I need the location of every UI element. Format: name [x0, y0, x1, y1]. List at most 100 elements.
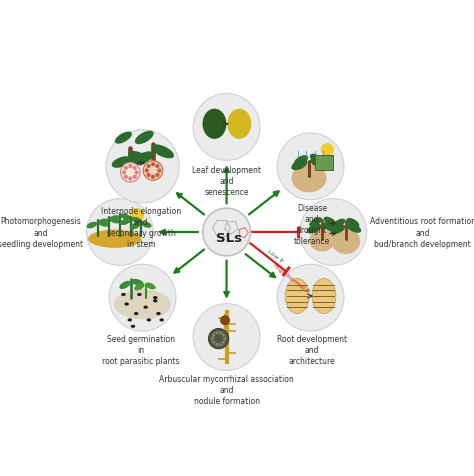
- Circle shape: [128, 165, 132, 169]
- Text: Photomorphogenesis
and
seedling development: Photomorphogenesis and seedling developm…: [0, 217, 83, 248]
- Ellipse shape: [307, 224, 321, 234]
- Ellipse shape: [128, 318, 132, 322]
- Ellipse shape: [153, 299, 157, 303]
- Ellipse shape: [115, 132, 132, 144]
- Ellipse shape: [146, 318, 151, 322]
- Text: Adventitious root formation
and
bud/branch development: Adventitious root formation and bud/bran…: [370, 217, 474, 248]
- Ellipse shape: [120, 214, 131, 221]
- Circle shape: [216, 343, 218, 346]
- Ellipse shape: [309, 218, 322, 227]
- Circle shape: [133, 167, 137, 170]
- Ellipse shape: [310, 230, 335, 252]
- Circle shape: [87, 199, 154, 266]
- Circle shape: [146, 173, 151, 178]
- Circle shape: [209, 329, 229, 349]
- Circle shape: [122, 171, 126, 175]
- Circle shape: [213, 341, 215, 344]
- Circle shape: [145, 169, 149, 173]
- Text: Low P: Low P: [266, 248, 283, 264]
- Ellipse shape: [323, 223, 337, 232]
- Circle shape: [219, 332, 222, 335]
- Text: Internode elongation
and
secondary growth
in stem: Internode elongation and secondary growt…: [101, 207, 181, 249]
- Ellipse shape: [114, 290, 171, 320]
- Ellipse shape: [134, 312, 138, 316]
- Ellipse shape: [312, 279, 336, 314]
- Ellipse shape: [310, 154, 324, 165]
- Ellipse shape: [156, 312, 161, 316]
- Circle shape: [213, 334, 215, 337]
- Ellipse shape: [131, 218, 142, 224]
- Text: SLs: SLs: [216, 231, 242, 244]
- Ellipse shape: [292, 164, 327, 193]
- Ellipse shape: [119, 281, 131, 289]
- Text: High/normal P: High/normal P: [272, 263, 310, 294]
- Circle shape: [193, 304, 260, 371]
- Ellipse shape: [120, 219, 131, 226]
- Ellipse shape: [285, 279, 309, 314]
- Ellipse shape: [131, 325, 135, 328]
- Ellipse shape: [121, 293, 126, 297]
- Ellipse shape: [330, 225, 346, 235]
- Ellipse shape: [134, 284, 145, 291]
- Ellipse shape: [137, 293, 142, 297]
- Text: Leaf development
and
senescence: Leaf development and senescence: [192, 166, 261, 197]
- Text: Seed germination
in
root parasitic plants: Seed germination in root parasitic plant…: [102, 335, 180, 366]
- Circle shape: [124, 175, 128, 179]
- Ellipse shape: [88, 230, 142, 248]
- Circle shape: [146, 165, 151, 169]
- Circle shape: [203, 208, 250, 257]
- Ellipse shape: [294, 156, 308, 166]
- Ellipse shape: [324, 217, 337, 227]
- Text: Root development
and
architecture: Root development and architecture: [277, 335, 347, 366]
- Ellipse shape: [144, 306, 148, 309]
- Circle shape: [109, 265, 176, 331]
- Circle shape: [157, 169, 161, 173]
- Ellipse shape: [228, 109, 251, 139]
- Circle shape: [222, 341, 225, 344]
- Circle shape: [128, 177, 132, 181]
- Circle shape: [277, 265, 344, 331]
- Ellipse shape: [109, 216, 119, 222]
- Circle shape: [151, 163, 155, 167]
- Ellipse shape: [202, 109, 227, 139]
- Ellipse shape: [146, 283, 155, 290]
- Circle shape: [155, 173, 160, 178]
- Ellipse shape: [98, 221, 109, 228]
- Circle shape: [320, 144, 334, 157]
- Circle shape: [300, 199, 366, 266]
- Circle shape: [120, 163, 140, 183]
- Circle shape: [222, 334, 225, 337]
- Ellipse shape: [132, 279, 144, 287]
- Circle shape: [193, 94, 260, 161]
- Circle shape: [216, 332, 218, 335]
- Circle shape: [277, 134, 344, 200]
- Ellipse shape: [332, 229, 360, 255]
- FancyBboxPatch shape: [315, 156, 333, 170]
- Ellipse shape: [346, 218, 359, 228]
- Circle shape: [223, 337, 226, 340]
- Circle shape: [211, 337, 214, 340]
- Ellipse shape: [87, 222, 97, 229]
- Ellipse shape: [128, 152, 148, 163]
- Circle shape: [124, 167, 128, 170]
- Ellipse shape: [292, 160, 308, 171]
- Text: Disease
and
drought
tolerance: Disease and drought tolerance: [294, 204, 330, 246]
- Ellipse shape: [109, 218, 120, 224]
- Text: Arbuscular mycorrhizal association
and
nodule formation: Arbuscular mycorrhizal association and n…: [159, 374, 294, 405]
- Ellipse shape: [152, 145, 174, 159]
- Ellipse shape: [332, 219, 346, 228]
- Circle shape: [151, 175, 155, 179]
- Ellipse shape: [159, 318, 164, 322]
- Ellipse shape: [112, 157, 132, 169]
- Circle shape: [106, 130, 179, 204]
- Ellipse shape: [98, 219, 109, 226]
- Ellipse shape: [141, 222, 152, 228]
- Ellipse shape: [135, 131, 154, 145]
- Circle shape: [219, 343, 222, 346]
- Circle shape: [135, 171, 139, 175]
- Ellipse shape: [153, 297, 157, 299]
- Circle shape: [129, 208, 144, 223]
- Circle shape: [133, 175, 137, 179]
- Circle shape: [143, 161, 163, 181]
- Ellipse shape: [346, 224, 361, 233]
